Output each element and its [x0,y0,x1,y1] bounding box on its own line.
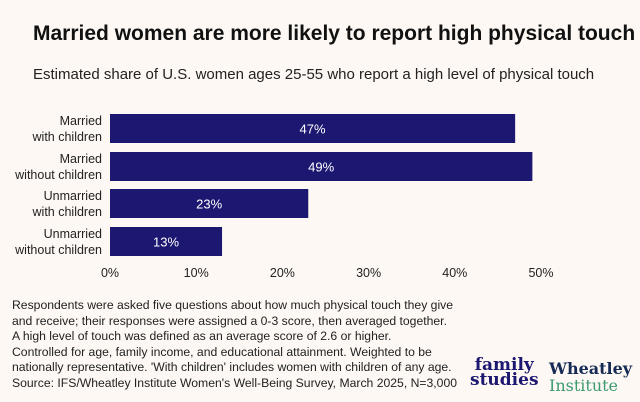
chart-title: Married women are more likely to report … [33,22,636,45]
footnotes: Respondents were asked five questions ab… [12,298,492,391]
source-line: Source: IFS/Wheatley Institute Women's W… [12,375,458,390]
wheatley-institute-logo: Wheatley Institute [549,359,633,395]
bar [110,189,309,218]
note-line: A high level of touch was defined as an … [12,329,392,343]
x-tick-label: 20% [270,266,295,280]
note-line: Respondents were asked five questions ab… [12,298,454,312]
category-label: without children [14,243,102,257]
x-tick-label: 30% [356,266,381,280]
category-label: with children [32,205,103,219]
family-studies-logo: family studies [470,355,539,390]
data-label: 13% [153,235,179,250]
bar [110,227,223,256]
note-line: nationally representative. 'With childre… [12,360,452,374]
data-label: 49% [308,160,334,175]
bar [110,152,533,181]
category-label: with children [32,130,103,144]
chart-subtitle: Estimated share of U.S. women ages 25-55… [33,66,595,83]
category-label: Married [60,152,102,166]
note-line: Controlled for age, family income, and e… [12,344,432,359]
data-label: 47% [300,122,326,137]
category-label: Unmarried [44,189,102,203]
category-label: without children [14,168,102,182]
x-tick-label: 10% [184,266,209,280]
note-line: and receive; their responses were assign… [12,313,447,328]
category-label: Unmarried [44,227,102,241]
category-label: Married [60,114,102,128]
x-tick-label: 40% [442,266,467,280]
x-tick-label: 0% [101,266,119,280]
x-tick-label: 50% [528,266,553,280]
data-label: 23% [196,197,222,212]
bar [110,114,516,143]
bar-chart: 47% Married with children 49% Married without… [14,114,554,280]
